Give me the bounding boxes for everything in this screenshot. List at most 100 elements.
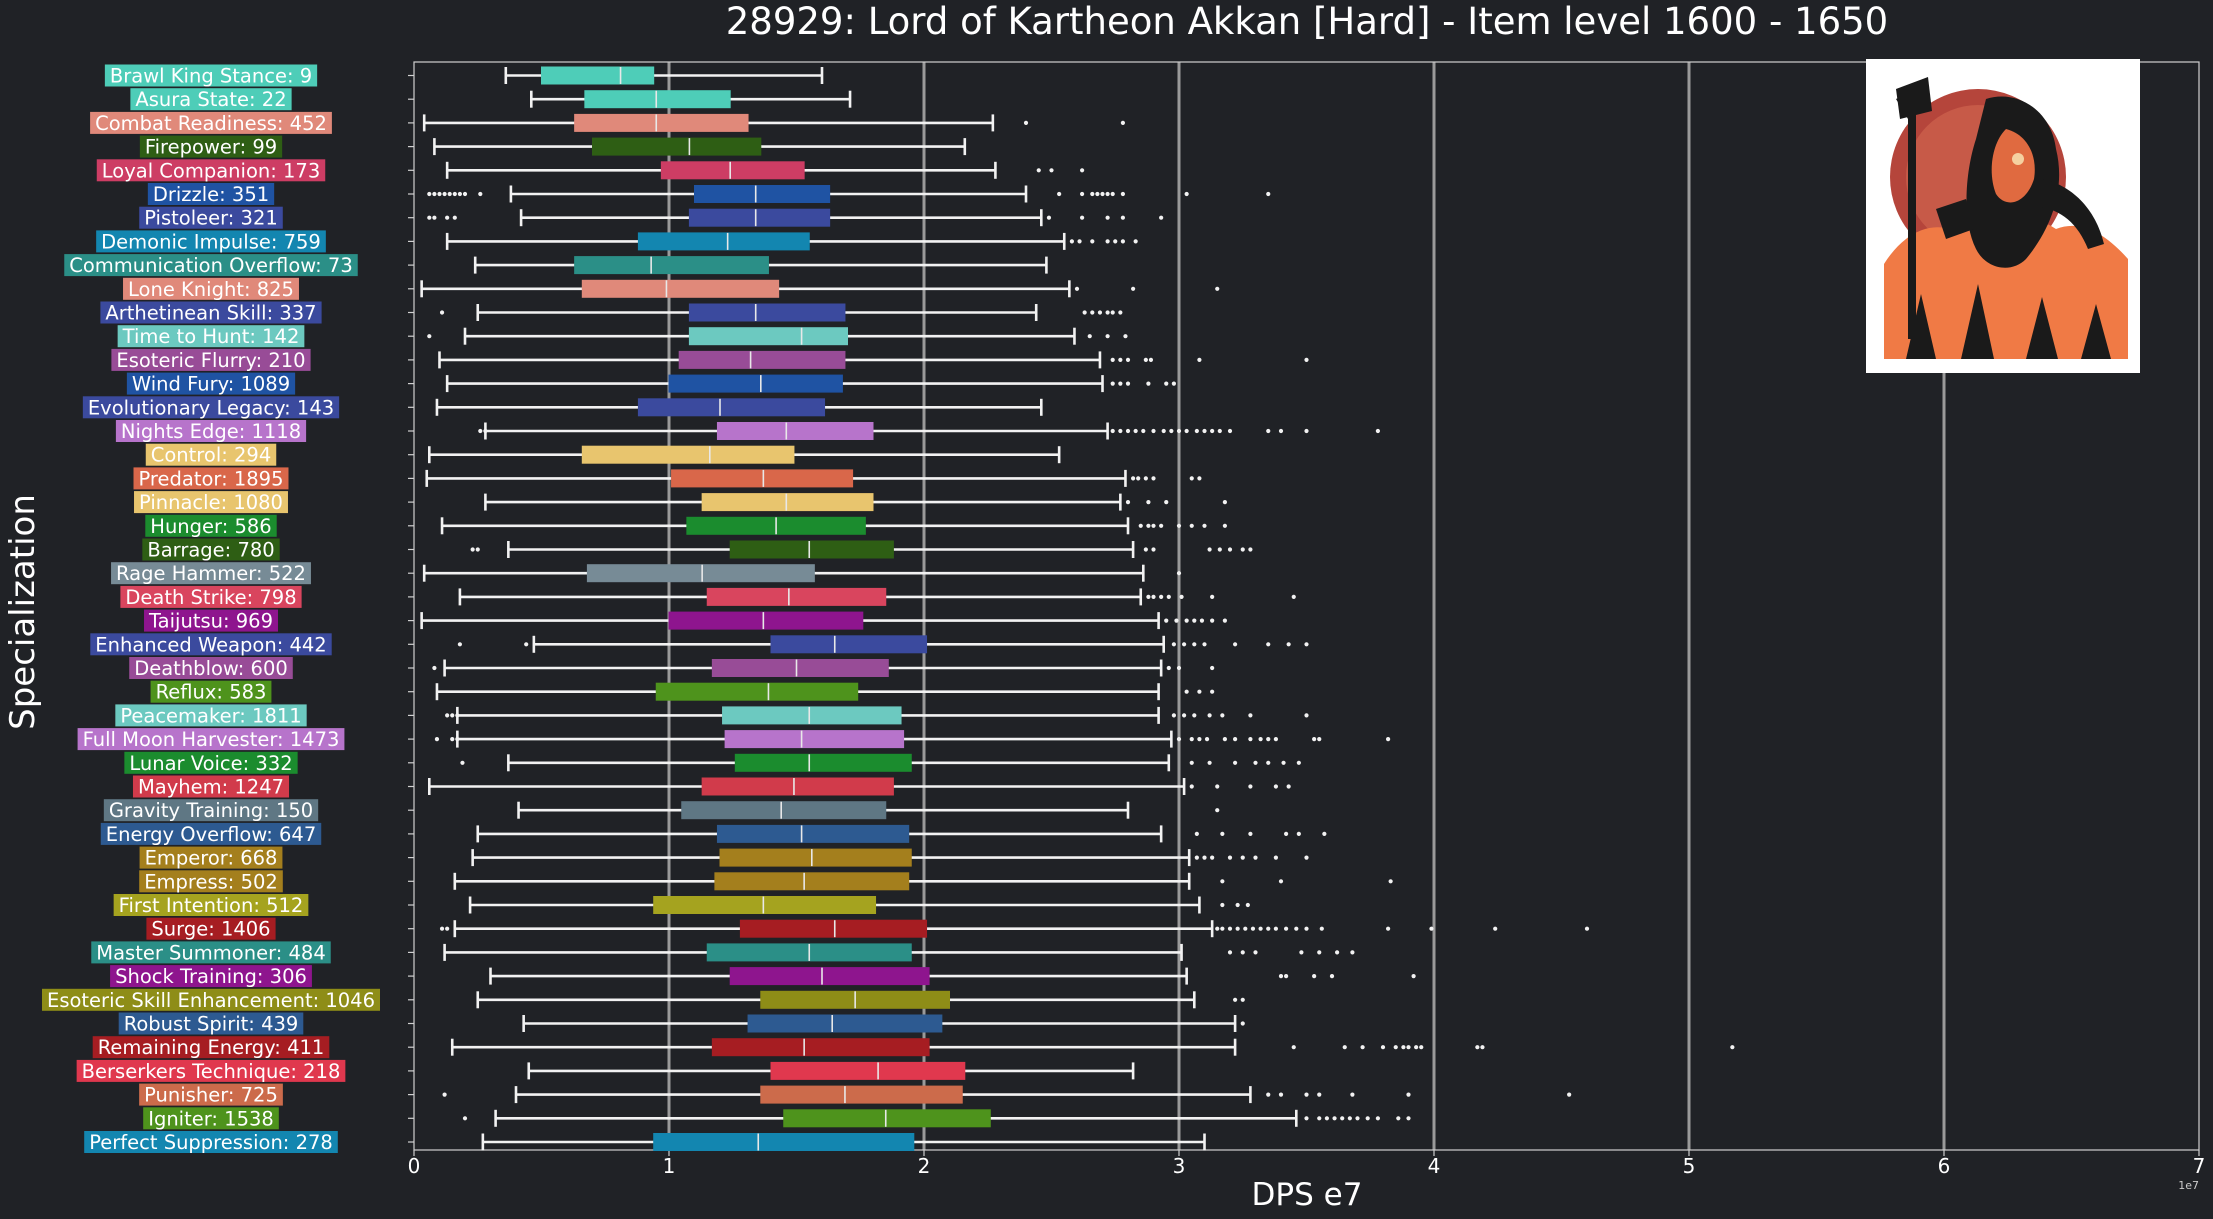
y-tick-label-text: Communication Overflow: 73 [69,254,352,277]
box [701,493,874,512]
y-axis-label: Specialization [3,494,43,730]
box-series [408,66,1735,1151]
box [701,777,894,796]
box-group [408,919,1590,938]
y-tick-label-background [111,348,311,371]
y-tick-label-background [82,396,340,419]
outlier-point [452,215,457,220]
box [637,398,826,417]
box [660,161,805,180]
y-tick-label-text: Energy Overflow: 647 [106,823,316,846]
box [653,896,877,914]
outlier-point [1110,381,1115,386]
outlier-point [1284,831,1289,837]
outlier-point [1074,286,1080,291]
outlier-point [1299,950,1304,955]
outlier-point [1304,926,1309,931]
box-group [408,279,1220,298]
outlier-point [447,191,452,197]
box-group [408,990,1245,1009]
outlier-point [1189,476,1194,481]
outlier-point [1243,926,1248,931]
outlier-point [1317,1092,1322,1097]
box [716,824,910,843]
box-group [408,1014,1245,1033]
outlier-point [1131,476,1136,481]
box-group [408,540,1253,559]
y-tick-label-background [145,443,277,466]
box [694,185,831,203]
outlier-point [1199,618,1205,623]
outlier-point [1393,1045,1398,1050]
y-tick-label: Nights Edge: 1118 [115,420,307,443]
outlier-point [1151,523,1156,528]
y-tick-label: Igniter: 1538 [143,1107,279,1130]
box-group [408,1085,1572,1104]
y-tick-label-text: Wind Fury: 1089 [132,373,290,396]
y-tick-label-text: Control: 294 [151,444,271,467]
y-tick-label-text: Shock Training: 306 [115,965,307,988]
box [574,113,749,132]
x-axis-label: DPS e7 [1252,1177,1363,1213]
box [729,540,894,559]
outlier-point [1266,191,1271,197]
outlier-point [1278,974,1284,979]
x-tick-label: 0 [408,1154,421,1178]
outlier-point [439,926,445,931]
outlier-point [1342,1045,1347,1050]
outlier-point [1350,950,1355,955]
outlier-point [1335,950,1340,955]
y-tick-label-text: Punisher: 725 [144,1084,278,1107]
outlier-point [1220,713,1225,718]
outlier-point [1278,428,1284,434]
y-tick-label-background [117,325,305,348]
y-tick-label: Communication Overflow: 73 [64,254,358,277]
y-tick-label-background [96,159,326,182]
y-tick-label-text: Predator: 1895 [139,467,284,490]
outlier-point [1233,760,1238,765]
outlier-point [1258,737,1263,742]
y-tick-label-text: Pistoleer: 321 [144,207,278,230]
outlier-point [1284,926,1289,931]
y-tick-label-text: Lunar Voice: 332 [129,752,292,775]
box-group [408,303,1123,322]
outlier-point [1248,737,1253,742]
outlier-point [1324,1116,1329,1121]
outlier-point [1273,737,1278,742]
y-tick-label: Enhanced Weapon: 442 [90,633,332,656]
box [655,682,859,701]
x-tick-label: 6 [1938,1154,1951,1178]
outlier-point [475,547,480,552]
box [581,279,780,298]
y-tick-label: Hunger: 586 [145,514,277,538]
outlier-point [1125,381,1131,386]
outlier-point [457,191,462,197]
box-group [408,872,1393,891]
outlier-point [1210,689,1215,694]
outlier-point [1166,594,1171,600]
outlier-point [1194,428,1199,434]
outlier-point [1248,547,1253,552]
outlier-point [1120,191,1125,197]
box-group [408,327,1128,346]
box-group [408,445,1061,464]
outlier-point [1222,523,1227,528]
outlier-point [1240,547,1245,552]
outlier-point [1233,642,1238,647]
outlier-point [1319,926,1324,931]
box-group [408,824,1327,843]
outlier-point [1184,618,1189,623]
outlier-point [1493,926,1498,931]
outlier-point [1192,713,1197,718]
y-tick-label-background [129,657,293,679]
box-group [408,1061,1135,1080]
outlier-point [1220,879,1225,884]
outlier-point [1146,594,1151,600]
box-group [408,398,1043,417]
outlier-point [1118,310,1123,315]
y-tick-label-background [139,1083,283,1106]
outlier-point [1146,381,1151,386]
y-tick-label: Rage Hammer: 522 [111,562,311,585]
box [541,66,655,85]
